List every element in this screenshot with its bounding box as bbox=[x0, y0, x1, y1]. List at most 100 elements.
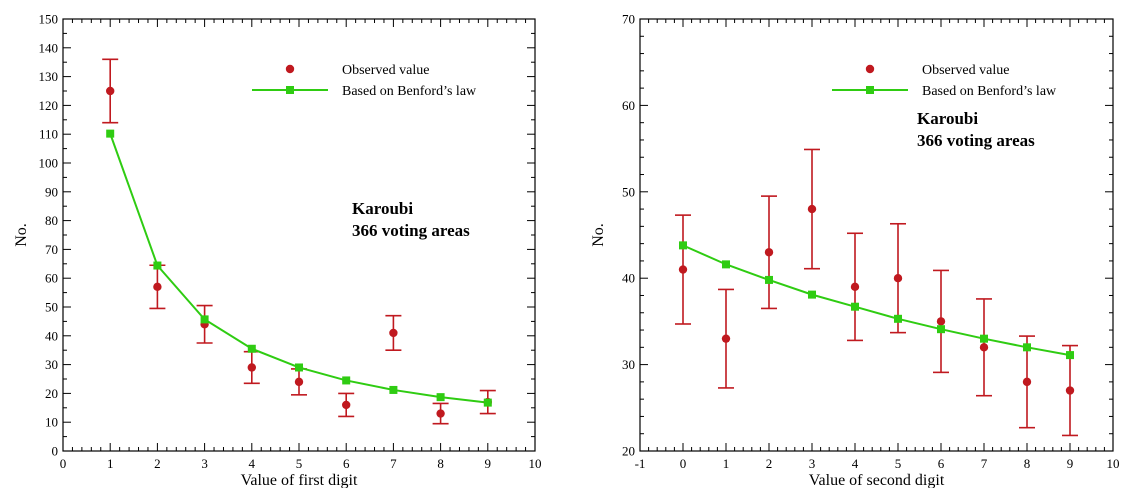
observed-point bbox=[936, 317, 946, 326]
y-tick-label: 20 bbox=[622, 444, 635, 459]
observed-point bbox=[247, 363, 256, 372]
benford-point bbox=[679, 241, 687, 250]
benford-point bbox=[342, 376, 351, 385]
x-tick-label: 3 bbox=[201, 456, 208, 471]
benford-point bbox=[483, 398, 492, 407]
y-tick-label: 110 bbox=[39, 127, 58, 142]
x-tick-label: 2 bbox=[154, 456, 161, 471]
x-tick-label: 9 bbox=[485, 456, 492, 471]
y-tick-label: 30 bbox=[45, 357, 58, 372]
legend: Observed value Based on Benford’s law bbox=[252, 63, 477, 99]
benford-point bbox=[937, 325, 945, 334]
benford-point bbox=[389, 385, 398, 394]
y-tick-label: 120 bbox=[39, 98, 59, 113]
x-tick-label: 7 bbox=[981, 456, 988, 471]
chart-panel-2: -1 0 1 2 3 4 5 6 7 8 9 10 20 30 40 50 60 70 Value of secon… bbox=[590, 12, 1120, 488]
observed-point bbox=[153, 282, 162, 292]
observed-point bbox=[807, 204, 817, 214]
y-tick-label: 150 bbox=[39, 12, 59, 27]
x-tick-label: 3 bbox=[809, 456, 816, 471]
x-tick-label: 8 bbox=[1024, 456, 1031, 471]
x-tick-label: 8 bbox=[437, 456, 444, 471]
legend-observed-label: Observed value bbox=[922, 63, 1009, 78]
x-tick-label: 4 bbox=[852, 456, 859, 471]
annotation-region: Karoubi bbox=[917, 109, 978, 128]
observed-point bbox=[436, 409, 445, 418]
benford-point bbox=[200, 315, 209, 324]
legend-benford-marker bbox=[866, 86, 874, 94]
y-tick-label: 20 bbox=[45, 386, 58, 401]
annotation-count: 366 voting areas bbox=[352, 221, 470, 240]
observed-point bbox=[1022, 377, 1032, 387]
observed-point bbox=[342, 400, 351, 410]
benford-point bbox=[722, 260, 730, 269]
x-tick-label: 10 bbox=[529, 456, 542, 471]
observed-point bbox=[106, 86, 115, 96]
y-tick-label: 70 bbox=[45, 242, 58, 257]
observed-point bbox=[389, 328, 398, 338]
legend-benford-label: Based on Benford’s law bbox=[342, 84, 477, 99]
x-tick-label: -1 bbox=[635, 456, 646, 471]
y-tick-label: 10 bbox=[45, 415, 58, 430]
benford-point bbox=[436, 393, 445, 402]
benford-point bbox=[894, 314, 902, 323]
x-tick-label: 10 bbox=[1107, 456, 1120, 471]
observed-point bbox=[979, 343, 989, 352]
x-tick-label: 4 bbox=[249, 456, 256, 471]
x-axis-title: Value of first digit bbox=[241, 472, 358, 488]
y-tick-label: 140 bbox=[39, 40, 59, 55]
benford-point bbox=[295, 363, 303, 372]
x-tick-label: 5 bbox=[296, 456, 303, 471]
observed-point bbox=[294, 377, 304, 387]
observed-point bbox=[764, 248, 774, 257]
benford-point bbox=[1023, 343, 1031, 352]
x-tick-label: 1 bbox=[107, 456, 114, 471]
benford-line bbox=[109, 133, 488, 404]
y-tick-label: 60 bbox=[45, 271, 58, 286]
benford-point bbox=[851, 302, 859, 311]
y-tick-label: 0 bbox=[52, 444, 59, 459]
y-tick-label: 50 bbox=[45, 300, 58, 315]
y-tick-label: 60 bbox=[622, 98, 635, 113]
observed-point bbox=[850, 282, 860, 292]
x-tick-label: 5 bbox=[895, 456, 902, 471]
legend-observed-label: Observed value bbox=[342, 63, 429, 78]
x-axis-title: Value of second digit bbox=[809, 472, 945, 488]
y-axis-title: No. bbox=[13, 223, 30, 247]
chart-panel-1: 0 1 2 3 4 5 6 7 8 9 100102030405060708090100110120… bbox=[13, 12, 542, 488]
benford-point bbox=[980, 334, 988, 343]
legend-benford-marker bbox=[286, 86, 294, 94]
benford-point bbox=[808, 290, 816, 299]
x-tick-label: 0 bbox=[680, 456, 687, 471]
x-tick-label: 6 bbox=[343, 456, 350, 471]
x-tick-label: 1 bbox=[723, 456, 730, 471]
annotation-count: 366 voting areas bbox=[917, 131, 1035, 150]
x-tick-label: 2 bbox=[766, 456, 773, 471]
benford-point bbox=[106, 129, 115, 138]
y-tick-label: 30 bbox=[622, 357, 635, 372]
benford-point bbox=[765, 275, 773, 284]
y-tick-label: 130 bbox=[39, 69, 59, 84]
observed-point bbox=[721, 334, 731, 343]
y-tick-label: 80 bbox=[45, 213, 58, 228]
benford-point bbox=[153, 261, 162, 270]
benford-line bbox=[682, 244, 1071, 357]
y-tick-label: 40 bbox=[622, 271, 635, 286]
y-tick-label: 70 bbox=[622, 12, 635, 27]
x-tick-label: 9 bbox=[1067, 456, 1074, 471]
benford-point bbox=[247, 344, 256, 353]
observed-point bbox=[1065, 386, 1075, 395]
legend-benford-label: Based on Benford’s law bbox=[922, 84, 1057, 99]
y-axis-title: No. bbox=[590, 223, 607, 247]
y-tick-label: 50 bbox=[622, 184, 635, 199]
benford-point bbox=[1066, 351, 1074, 360]
y-tick-label: 100 bbox=[39, 156, 59, 171]
x-tick-label: 6 bbox=[938, 456, 945, 471]
y-tick-label: 90 bbox=[45, 184, 58, 199]
y-tick-label: 40 bbox=[45, 328, 58, 343]
x-tick-label: 7 bbox=[390, 456, 397, 471]
legend-observed-marker bbox=[285, 64, 295, 74]
observed-point bbox=[893, 274, 903, 283]
x-tick-label: 0 bbox=[60, 456, 67, 471]
